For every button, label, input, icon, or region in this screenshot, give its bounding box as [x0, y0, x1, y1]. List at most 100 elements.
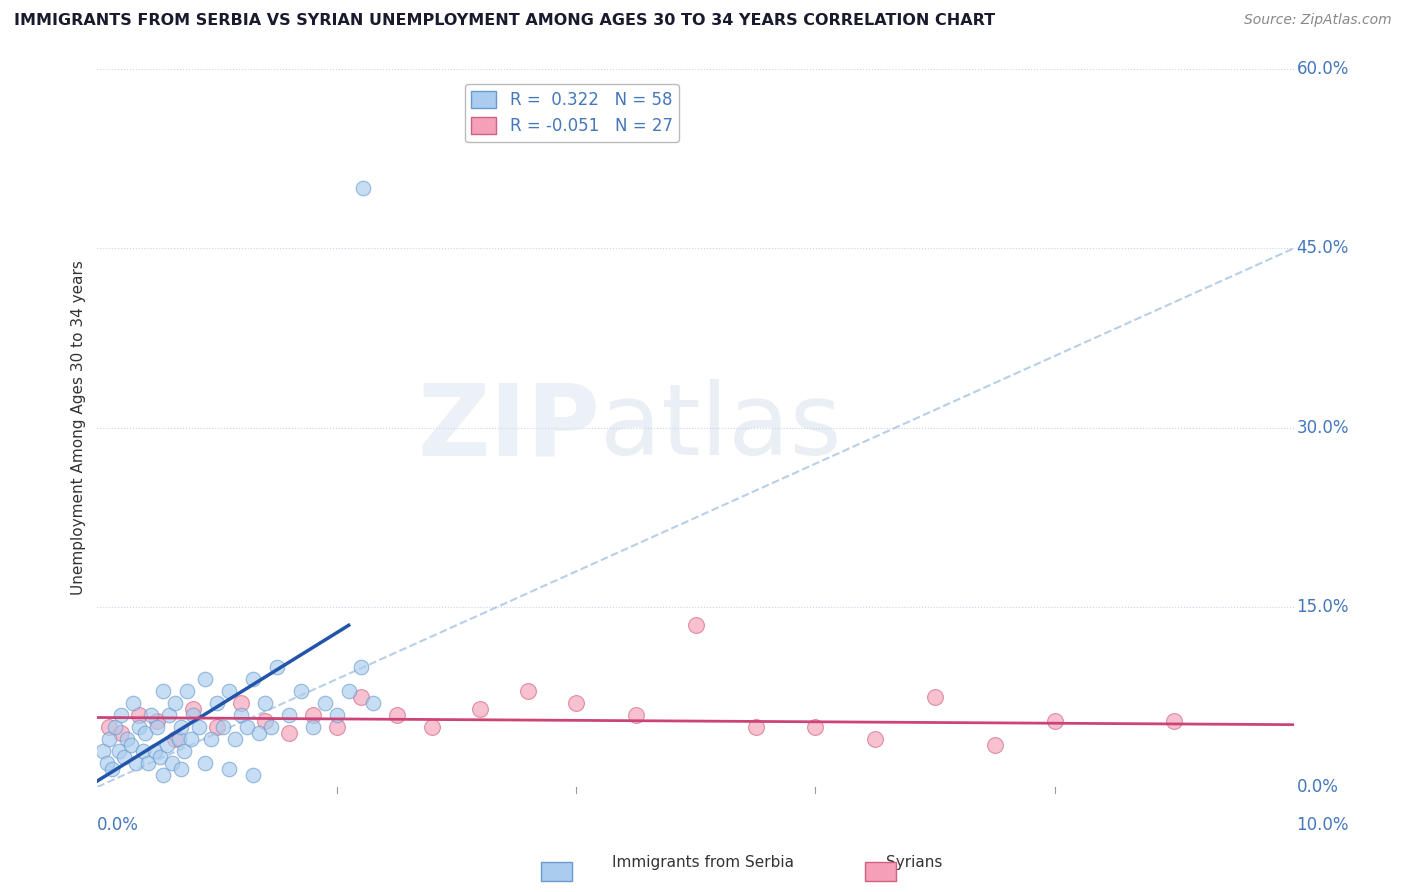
- Text: 10.0%: 10.0%: [1296, 815, 1348, 834]
- Point: [224, 732, 246, 747]
- Point: [242, 768, 264, 782]
- Point: [361, 696, 384, 710]
- Point: [136, 756, 159, 770]
- Point: [277, 726, 299, 740]
- Point: [247, 726, 270, 740]
- Point: [565, 696, 588, 710]
- Point: [132, 744, 155, 758]
- Text: Source: ZipAtlas.com: Source: ZipAtlas.com: [1244, 13, 1392, 28]
- Point: [242, 672, 264, 686]
- Point: [325, 708, 347, 723]
- Point: [470, 702, 492, 716]
- Point: [160, 756, 183, 770]
- Point: [517, 684, 540, 698]
- Point: [984, 738, 1007, 752]
- Point: [422, 720, 444, 734]
- Text: 15.0%: 15.0%: [1296, 599, 1348, 616]
- Text: Immigrants from Serbia: Immigrants from Serbia: [612, 855, 794, 870]
- Point: [350, 660, 373, 674]
- Text: Syrians: Syrians: [886, 855, 942, 870]
- Point: [117, 732, 139, 747]
- Point: [143, 744, 166, 758]
- Point: [1043, 714, 1066, 728]
- Point: [337, 684, 360, 698]
- Point: [804, 720, 827, 734]
- Text: IMMIGRANTS FROM SERBIA VS SYRIAN UNEMPLOYMENT AMONG AGES 30 TO 34 YEARS CORRELAT: IMMIGRANTS FROM SERBIA VS SYRIAN UNEMPLO…: [14, 13, 995, 29]
- Point: [229, 696, 252, 710]
- Y-axis label: Unemployment Among Ages 30 to 34 years: Unemployment Among Ages 30 to 34 years: [72, 260, 86, 595]
- Point: [165, 696, 187, 710]
- Text: atlas: atlas: [600, 379, 842, 476]
- Point: [141, 708, 163, 723]
- Point: [352, 181, 374, 195]
- Point: [167, 732, 190, 747]
- Point: [325, 720, 347, 734]
- Point: [149, 750, 172, 764]
- Point: [128, 720, 150, 734]
- Point: [170, 762, 193, 776]
- Point: [350, 690, 373, 705]
- Point: [385, 708, 408, 723]
- Legend: R =  0.322   N = 58, R = -0.051   N = 27: R = 0.322 N = 58, R = -0.051 N = 27: [465, 84, 679, 142]
- Point: [156, 738, 179, 752]
- Point: [194, 756, 217, 770]
- Point: [1163, 714, 1185, 728]
- Text: 0.0%: 0.0%: [97, 815, 139, 834]
- Point: [173, 744, 195, 758]
- Point: [229, 708, 252, 723]
- Point: [122, 696, 145, 710]
- Point: [212, 720, 235, 734]
- Point: [152, 684, 174, 698]
- Point: [176, 684, 198, 698]
- Point: [865, 732, 887, 747]
- Point: [110, 708, 132, 723]
- Point: [128, 708, 150, 723]
- Point: [200, 732, 222, 747]
- Point: [194, 672, 217, 686]
- Point: [218, 684, 240, 698]
- Point: [314, 696, 336, 710]
- Point: [180, 732, 202, 747]
- Point: [104, 720, 127, 734]
- Point: [253, 714, 276, 728]
- Point: [91, 744, 114, 758]
- Text: 30.0%: 30.0%: [1296, 418, 1348, 437]
- Point: [146, 720, 169, 734]
- Point: [98, 732, 121, 747]
- Point: [157, 708, 180, 723]
- Point: [110, 726, 132, 740]
- Point: [260, 720, 283, 734]
- Point: [146, 714, 169, 728]
- Point: [108, 744, 131, 758]
- Point: [152, 768, 174, 782]
- Point: [218, 762, 240, 776]
- Text: 0.0%: 0.0%: [1296, 778, 1339, 796]
- Point: [301, 708, 323, 723]
- Point: [188, 720, 211, 734]
- Point: [744, 720, 766, 734]
- Point: [181, 702, 204, 716]
- Point: [266, 660, 288, 674]
- Point: [253, 696, 276, 710]
- Point: [924, 690, 946, 705]
- Point: [277, 708, 299, 723]
- Point: [124, 756, 146, 770]
- Point: [205, 696, 228, 710]
- Point: [170, 720, 193, 734]
- Point: [165, 732, 187, 747]
- Text: 45.0%: 45.0%: [1296, 239, 1348, 257]
- Point: [98, 720, 121, 734]
- Point: [685, 618, 707, 632]
- Point: [112, 750, 135, 764]
- Point: [96, 756, 118, 770]
- Point: [624, 708, 647, 723]
- Point: [181, 708, 204, 723]
- Point: [301, 720, 323, 734]
- Point: [100, 762, 122, 776]
- Point: [236, 720, 259, 734]
- Text: ZIP: ZIP: [418, 379, 600, 476]
- Text: 60.0%: 60.0%: [1296, 60, 1348, 78]
- Point: [290, 684, 312, 698]
- Point: [134, 726, 156, 740]
- Point: [205, 720, 228, 734]
